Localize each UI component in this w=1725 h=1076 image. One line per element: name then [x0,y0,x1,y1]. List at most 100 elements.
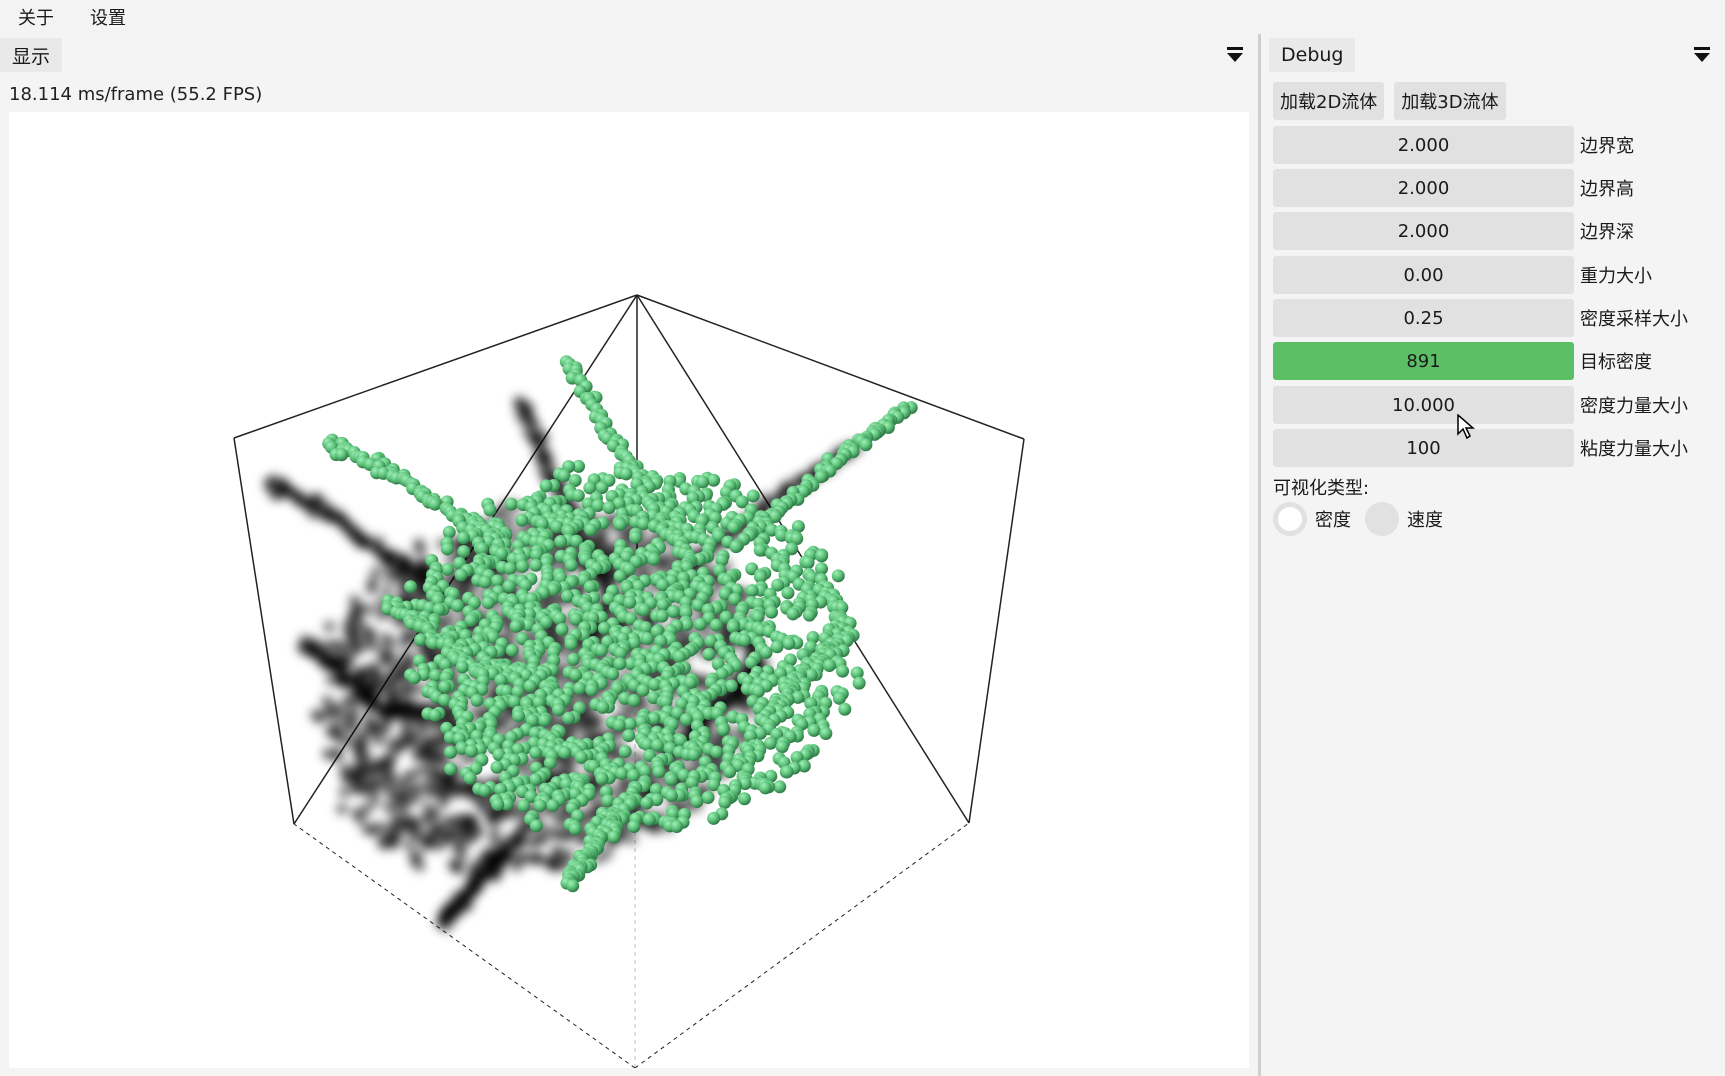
fluid-particle [404,580,418,594]
density-force-input[interactable]: 10.000 [1273,386,1574,424]
fluid-particle [601,794,615,808]
dropdown-menu-icon[interactable] [1693,45,1711,65]
panel-splitter[interactable] [1258,34,1261,1076]
particle-shadow [625,832,638,845]
fluid-particle [517,799,531,813]
fluid-particle [711,657,725,671]
fluid-particle [584,523,598,537]
particle-shadow [397,779,410,792]
tab-display[interactable]: 显示 [0,38,63,72]
fluid-particle [515,513,529,527]
particle-shadow [401,564,414,577]
dropdown-menu-icon[interactable] [1226,45,1244,65]
target-density-input[interactable]: 891 [1273,342,1574,380]
fluid-particle [518,578,532,592]
fluid-particle [614,646,628,660]
fluid-particle [640,632,654,646]
tab-debug[interactable]: Debug [1269,38,1356,72]
fluid-particle [780,765,794,779]
fluid-particle [637,603,651,617]
fluid-particle [728,592,742,606]
fluid-particle [491,798,505,812]
fluid-particle [685,776,699,790]
fluid-particle [738,777,752,791]
fluid-particle [528,773,542,787]
fluid-particle [727,520,741,534]
fluid-particle [566,652,580,666]
radio-density[interactable] [1273,502,1307,536]
mouse-pointer-icon [1457,414,1475,440]
fluid-particle [560,589,574,603]
fluid-particle [602,501,616,515]
particle-shadow [527,836,540,849]
radio-velocity[interactable] [1365,502,1399,536]
fluid-particle [746,489,760,503]
fluid-particle [451,599,465,613]
fluid-particle [454,568,468,582]
menu-settings[interactable]: 设置 [90,8,126,29]
gravity-input[interactable]: 0.00 [1273,256,1574,294]
particle-shadow [330,720,343,733]
density-force-label: 密度力量大小 [1580,396,1688,417]
fluid-particle [791,690,805,704]
particle-shadow [537,833,550,846]
fluid-particle [444,745,458,759]
particle-shadow [377,645,390,658]
fluid-particle [407,671,421,685]
load-3d-fluid-button[interactable]: 加载3D流体 [1394,82,1506,120]
fluid-particle [690,794,704,808]
boundary-width-input[interactable]: 2.000 [1273,126,1574,164]
fluid-particle [574,750,588,764]
fluid-particle [775,740,789,754]
density-sample-input[interactable]: 0.25 [1273,299,1574,337]
boundary-height-input[interactable]: 2.000 [1273,169,1574,207]
fluid-viewport[interactable] [9,112,1249,1068]
fluid-particle [790,750,804,764]
load-2d-fluid-button[interactable]: 加载2D流体 [1273,82,1385,120]
particle-shadow [628,704,641,717]
particle-shadow [564,758,577,771]
fluid-particle [664,773,678,787]
fluid-particle [836,664,850,678]
particle-shadow [340,734,353,747]
particle-shadow [350,782,363,795]
particle-shadow [391,822,404,835]
fluid-particle [771,578,785,592]
boundary-depth-label: 边界深 [1580,222,1634,243]
fluid-particle [457,544,471,558]
fluid-particle [470,693,484,707]
debug-panel-header: Debug [1261,36,1725,74]
particle-shadow [434,822,447,835]
density-sample-label: 密度采样大小 [1580,309,1688,330]
fluid-particle [464,744,478,758]
particle-shadow [517,821,530,834]
fluid-particle [502,579,516,593]
fluid-particle [543,756,557,770]
load-buttons: 加载2D流体 加载3D流体 [1273,82,1506,120]
boundary-depth-input[interactable]: 2.000 [1273,212,1574,250]
particle-shadow [381,585,394,598]
fluid-particle [753,726,767,740]
fluid-particle [553,612,567,626]
particle-shadow [361,822,374,835]
viscosity-force-input[interactable]: 100 [1273,429,1574,467]
particle-shadow [493,860,506,873]
fluid-particle [729,540,743,554]
particle-shadow [323,708,336,721]
particle-shadow [462,827,475,840]
fluid-particle [759,646,773,660]
particle-shadow [411,824,424,837]
fluid-particle [595,772,609,786]
menu-about[interactable]: 关于 [18,8,54,29]
fluid-scene[interactable] [9,112,1249,1068]
particle-shadow [368,793,381,806]
fluid-particle [716,723,730,737]
particle-shadow [423,776,436,789]
fluid-particle [775,528,789,542]
particle-shadow [503,514,516,527]
fluid-particle [583,580,597,594]
fluid-particle [507,695,521,709]
fluid-particle [679,606,693,620]
particle-shadow [369,726,382,739]
fluid-particle [735,495,749,509]
